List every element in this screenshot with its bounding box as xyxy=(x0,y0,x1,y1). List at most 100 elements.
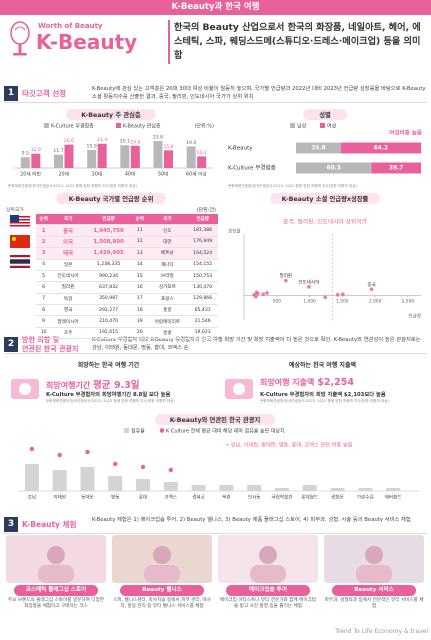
bar xyxy=(163,482,178,491)
x-tick-label: 40대 xyxy=(125,171,136,178)
legend-swatch xyxy=(159,428,165,433)
x-tick-label: 동대문 xyxy=(81,494,94,501)
cell: 필리핀 xyxy=(51,281,85,294)
x-tick-label: 60세 이상 xyxy=(186,171,207,178)
x-tick-label: 2,000 xyxy=(369,298,382,304)
bar xyxy=(64,144,74,168)
annotation: 중국, 필리핀, 인도네시아 상위국가 xyxy=(283,218,368,226)
row: 4 일본 1,238,335 14 캐나다 154,155 xyxy=(36,259,218,271)
photo-figure xyxy=(38,565,74,583)
header-row: 순위 국가 언급량 순위 국가 언급량 xyxy=(36,214,218,226)
bar xyxy=(247,485,262,491)
value-label: 64.2 xyxy=(374,146,388,152)
column-header: 언급량 xyxy=(84,214,133,226)
bar xyxy=(386,488,401,491)
x-tick-label: 명동 xyxy=(111,494,119,501)
title-pill xyxy=(155,414,275,425)
highlight-dot xyxy=(57,452,62,458)
logo: K-Beauty xyxy=(36,30,138,54)
legend-swatch xyxy=(116,123,121,128)
value-label: 21.4 xyxy=(97,137,107,143)
experience-image xyxy=(324,535,424,583)
legend-label: K Culture 전체 평균 대비 해당 테마 점유율 높은 대상지 xyxy=(166,427,285,434)
bar xyxy=(52,470,67,491)
value-label: 35.8 xyxy=(311,146,325,152)
cell: 129,866 xyxy=(187,293,218,306)
cell: 21,546 xyxy=(187,315,218,328)
x-tick-label: 1,500 xyxy=(336,298,349,304)
x-tick-label: 광화문 xyxy=(331,494,344,501)
point-label: 인도네시아 xyxy=(298,278,320,285)
row: 8 영국 292,277 18 홍콩 65,431 xyxy=(36,304,218,317)
cell: 8 xyxy=(36,304,52,317)
experience-text: 피부과, 성형외과 등에서 전문적인 뷰티 서비스를 체험 xyxy=(324,598,424,610)
x-tick-label: 경복궁 xyxy=(192,494,205,501)
bar xyxy=(24,464,39,491)
chart-title: K-Beauty 국가별 언급량 순위 xyxy=(69,194,154,203)
cell: 18 xyxy=(132,304,148,317)
cell: 154,155 xyxy=(187,259,218,271)
cell: 영국 xyxy=(51,304,85,317)
section-number: 3 xyxy=(4,517,18,532)
section-rule xyxy=(4,533,427,534)
cell: 인도네시아 xyxy=(51,270,85,283)
value-label: 60.3 xyxy=(327,166,341,172)
value-label: 19.6 xyxy=(130,139,140,145)
cell: 4 xyxy=(36,259,52,271)
column-header: 언급량 xyxy=(187,214,218,226)
source: 문화체육관광부(한국관광공사)2023, 2022 함께 방한 여행객 조사(방… xyxy=(260,399,389,403)
bar xyxy=(274,488,289,491)
point xyxy=(369,287,374,292)
cell: 5 xyxy=(36,270,52,283)
section-rule xyxy=(4,353,427,354)
legend-swatch xyxy=(124,428,129,433)
x-tick-label: 20대 xyxy=(58,171,69,178)
value-label: 20.6 xyxy=(64,138,74,144)
experience-title: Beauty 서비스 xyxy=(332,585,416,596)
note: • 강남, 이태원, 동대문, 명동, 홍대, 코엑스 연관 비중 높음 xyxy=(226,441,353,449)
photo-figure xyxy=(153,546,171,564)
legend-label: 남성 xyxy=(297,122,306,129)
section-number: 2 xyxy=(4,337,18,352)
cell: 17 xyxy=(132,293,148,306)
legend-swatch xyxy=(320,123,325,128)
bar xyxy=(191,485,206,491)
table: 순위 국가 언급량 순위 국가 언급량 1 중국 1,945,750 11 인도 181,386 2 미국… xyxy=(36,214,218,340)
point xyxy=(254,290,259,295)
unit: (단위:%) xyxy=(194,122,214,129)
intro-text: 한국의 Beauty 산업으로서 한국의 화장품, 네일아트, 헤어, 에스테틱… xyxy=(174,22,421,61)
cell: 1,238,335 xyxy=(84,259,133,271)
value-label: 15.6 xyxy=(163,144,173,150)
cell: 3 xyxy=(36,247,52,260)
x-tick-label: 에버랜드 xyxy=(385,494,402,501)
highlight-dot xyxy=(168,467,174,473)
x-tick-label: 인사동 xyxy=(248,494,261,501)
headline: 희망여행 지출액 $2,254 xyxy=(260,377,354,388)
x-tick-label: 500 xyxy=(273,298,282,304)
headline-value: 평균 9.3일 xyxy=(93,380,140,391)
title-pill xyxy=(66,109,156,120)
bar-segment xyxy=(340,142,421,154)
legend-swatch xyxy=(290,123,295,128)
chart-title: 성별 xyxy=(319,110,331,119)
cell: 대만 xyxy=(147,236,188,249)
cell: 독일 xyxy=(51,293,85,306)
point xyxy=(265,291,269,295)
headline-value: $2,254 xyxy=(317,377,354,388)
experience-text: 주요 브랜드의 플래그십 스토어를 방문하여 다양한 화장품을 체험하고 구매하… xyxy=(7,598,105,610)
cell: 싱가포르 xyxy=(147,281,188,294)
chart-title: K-Beauty와 연관된 한국 관광지 xyxy=(170,415,261,424)
cell: 181,386 xyxy=(187,224,218,237)
header-band: K-Beauty과 한국 여행 xyxy=(0,0,431,15)
bar xyxy=(130,145,140,168)
point xyxy=(323,295,327,300)
legend-label: K-Beauty 관심층 xyxy=(123,122,161,129)
legend-label: 점유율 xyxy=(131,427,145,434)
divider xyxy=(168,20,170,64)
bar xyxy=(120,145,130,168)
row: 1 중국 1,945,750 11 인도 181,386 xyxy=(36,224,218,237)
cell: 10 xyxy=(36,327,52,340)
cell: 164,524 xyxy=(187,247,218,260)
row: 3 태국 1,429,905 13 베트남 164,524 xyxy=(36,247,218,260)
